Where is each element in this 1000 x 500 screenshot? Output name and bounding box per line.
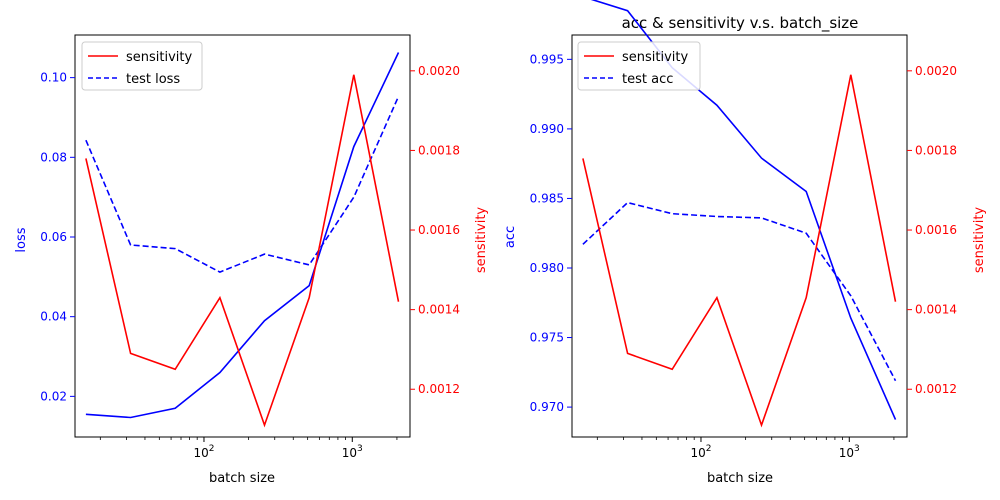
- x-axis-label: batch size: [707, 471, 773, 486]
- legend-label-sensitivity: sensitivity: [622, 50, 689, 65]
- chart-left-plot: 102 103 0.02 0.04 0.06 0.08 0.10 0.0012 0.0014 0.…: [40, 34, 460, 460]
- y-right-tick-label: 0.0014: [915, 303, 957, 317]
- chart-left-legend: sensitivity test loss: [81, 41, 203, 91]
- y-left-tick-label: 0.10: [40, 71, 67, 85]
- series-line-sensitivity: [582, 74, 897, 428]
- series-line-train: [590, 0, 897, 420]
- y-right-tick-label: 0.0012: [418, 382, 460, 396]
- y-left-tick-label: 0.990: [530, 122, 564, 136]
- y-right-tick-label: 0.0014: [418, 303, 460, 317]
- x-axis-label: batch size: [209, 471, 275, 486]
- y-right-tick-label: 0.0020: [915, 64, 957, 78]
- y-right-tick-label: 0.0016: [915, 223, 957, 237]
- chart-left: 102 103 0.02 0.04 0.06 0.08 0.10 0.0012 0.0014 0.…: [14, 34, 489, 486]
- y-left-tick-label: 0.995: [530, 52, 564, 66]
- y-right-tick-label: 0.0012: [915, 382, 957, 396]
- y-right-tick-label: 0.0020: [418, 64, 460, 78]
- chart-right-legend: sensitivity test acc: [577, 41, 701, 91]
- plot-frame: [571, 34, 908, 438]
- series-line-train: [85, 52, 400, 419]
- y-left-tick-label: 0.02: [40, 389, 67, 403]
- y-right-tick-label: 0.0018: [418, 143, 460, 157]
- chart-title: acc & sensitivity v.s. batch_size: [622, 14, 859, 33]
- y-right-tick-label: 0.0018: [915, 143, 957, 157]
- chart-right: acc & sensitivity v.s. batch_size 102 103…: [503, 0, 987, 486]
- plot-frame: [74, 34, 411, 438]
- series-line-sensitivity: [85, 74, 400, 428]
- x-tick-label: 102: [690, 444, 711, 460]
- y-axis-label-right: sensitivity: [972, 207, 987, 274]
- legend-label-sensitivity: sensitivity: [126, 50, 193, 65]
- y-left-tick-label: 0.06: [40, 230, 67, 244]
- y-left-tick-label: 0.975: [530, 331, 564, 345]
- chart-right-plot: 102 103 0.970 0.975 0.980 0.985 0.990 0.995 0.00…: [530, 0, 957, 460]
- y-axis-label-left: loss: [14, 227, 29, 252]
- y-left-tick-label: 0.980: [530, 261, 564, 275]
- legend-label-test-acc: test acc: [622, 72, 673, 87]
- y-right-tick-label: 0.0016: [418, 223, 460, 237]
- series-line-test-acc: [582, 201, 897, 382]
- legend-label-test-loss: test loss: [126, 72, 180, 87]
- x-tick-label: 103: [342, 444, 363, 460]
- x-tick-label: 102: [193, 444, 214, 460]
- x-tick-label: 103: [839, 444, 860, 460]
- series-line-test-loss: [85, 96, 400, 273]
- y-left-tick-label: 0.04: [40, 310, 67, 324]
- y-axis-label-right: sensitivity: [474, 207, 489, 274]
- y-axis-label-left: acc: [503, 226, 518, 248]
- y-left-tick-label: 0.08: [40, 150, 67, 164]
- y-left-tick-label: 0.970: [530, 400, 564, 414]
- y-left-tick-label: 0.985: [530, 191, 564, 205]
